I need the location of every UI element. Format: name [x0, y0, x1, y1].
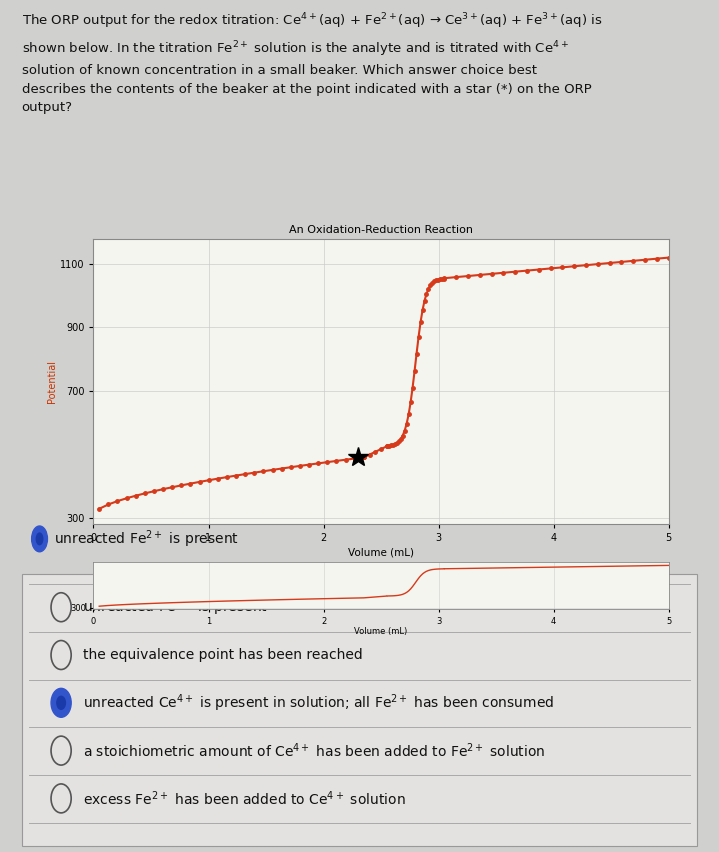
X-axis label: Volume (mL): Volume (mL)	[354, 627, 408, 636]
X-axis label: Volume (mL): Volume (mL)	[348, 547, 414, 557]
Text: the equivalence point has been reached: the equivalence point has been reached	[83, 648, 362, 662]
Text: The ORP output for the redox titration: Ce$^{4+}$(aq) + Fe$^{2+}$(aq) → Ce$^{3+}: The ORP output for the redox titration: …	[22, 12, 602, 114]
Ellipse shape	[56, 695, 66, 710]
Text: unreacted Ce$^{4+}$ is present in solution; all Fe$^{2+}$ has been consumed: unreacted Ce$^{4+}$ is present in soluti…	[83, 692, 554, 714]
Ellipse shape	[51, 688, 71, 717]
Title: An Oxidation-Reduction Reaction: An Oxidation-Reduction Reaction	[289, 225, 473, 235]
Ellipse shape	[35, 532, 44, 545]
Text: excess Fe$^{2+}$ has been added to Ce$^{4+}$ solution: excess Fe$^{2+}$ has been added to Ce$^{…	[83, 789, 406, 808]
Text: a stoichiometric amount of Ce$^{4+}$ has been added to Fe$^{2+}$ solution: a stoichiometric amount of Ce$^{4+}$ has…	[83, 741, 545, 760]
Text: unreacted Fe$^{2+}$ is present: unreacted Fe$^{2+}$ is present	[83, 596, 267, 618]
Text: unreacted Fe$^{2+}$ is present: unreacted Fe$^{2+}$ is present	[54, 528, 239, 550]
Ellipse shape	[32, 526, 47, 552]
Y-axis label: Potential: Potential	[47, 360, 58, 403]
FancyBboxPatch shape	[22, 574, 697, 846]
